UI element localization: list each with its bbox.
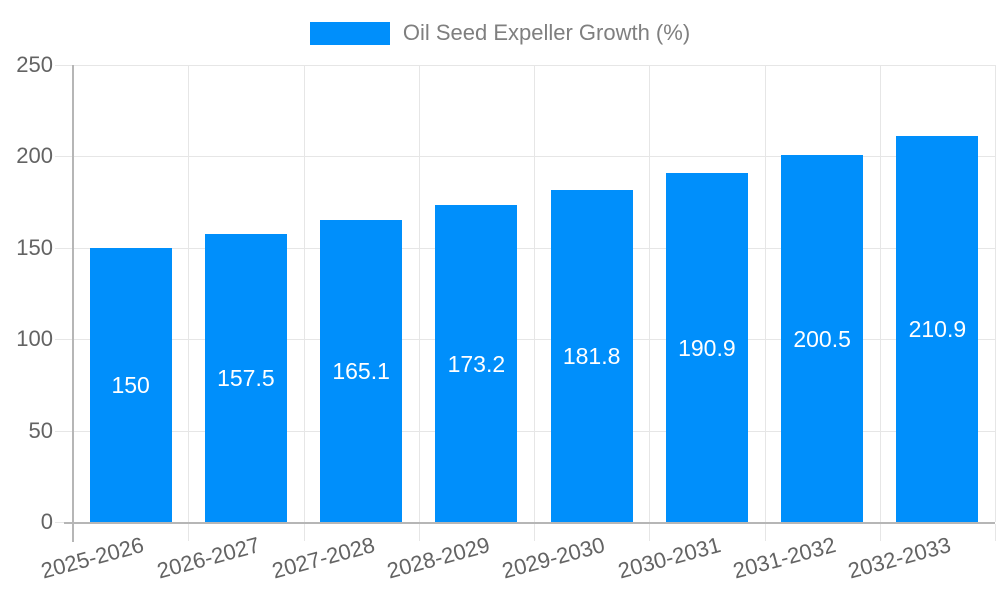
x-tick-label: 2025-2026 (38, 532, 147, 584)
bar-value-label: 200.5 (793, 325, 851, 352)
bar[interactable] (665, 173, 748, 522)
y-grid-line (55, 65, 995, 66)
y-tick-label: 150 (16, 234, 53, 260)
y-grid-line (55, 430, 995, 432)
bar-value-label: 173.2 (447, 350, 506, 377)
x-tick-label: 2032-2033 (845, 532, 954, 584)
x-grid-line (764, 65, 766, 522)
x-tick-label: 2026-2027 (153, 532, 263, 584)
x-tick (764, 524, 766, 541)
bar[interactable] (781, 155, 864, 522)
bar-value-label: 181.8 (562, 342, 621, 369)
legend: Oil Seed Expeller Growth (%) (0, 20, 1000, 46)
x-grid-line (188, 65, 190, 522)
x-tick (879, 524, 881, 541)
legend-item[interactable]: Oil Seed Expeller Growth (%) (309, 20, 691, 46)
x-tick-label: 2030-2031 (614, 532, 724, 584)
y-tick-label: 0 (40, 509, 53, 534)
bar-value-label: 165.1 (332, 358, 390, 385)
y-axis-line (72, 65, 74, 542)
x-grid-line (879, 65, 881, 522)
x-tick (649, 524, 651, 541)
y-tick-label: 50 (28, 417, 53, 443)
x-grid-line (418, 65, 420, 522)
x-tick (995, 524, 996, 541)
bar-value-label: 150 (111, 371, 150, 398)
x-tick-label: 2031-2032 (730, 532, 839, 584)
x-grid-line (303, 65, 305, 522)
bar[interactable] (204, 234, 287, 522)
legend-swatch (309, 21, 390, 45)
x-tick-label: 2028-2029 (384, 532, 493, 584)
x-axis-line (64, 522, 995, 524)
x-grid-line (534, 65, 535, 522)
y-tick-label: 200 (16, 143, 53, 169)
y-tick-label: 250 (16, 52, 53, 77)
x-tick-label: 2029-2030 (499, 532, 608, 584)
x-tick (534, 524, 535, 541)
x-tick (303, 524, 305, 541)
x-tick (418, 524, 420, 541)
x-tick (188, 524, 190, 541)
bar[interactable] (320, 220, 403, 522)
legend-label: Oil Seed Expeller Growth (%) (402, 20, 691, 45)
x-grid-line (649, 65, 651, 522)
y-tick-label: 100 (16, 326, 53, 352)
y-grid-line (55, 339, 995, 341)
y-grid-line (55, 247, 995, 249)
bar[interactable] (435, 205, 518, 522)
bar[interactable] (896, 136, 979, 522)
bar-value-label: 157.5 (217, 365, 275, 392)
y-grid-line (55, 156, 995, 158)
x-tick-label: 2027-2028 (269, 532, 378, 584)
bar[interactable] (89, 247, 172, 522)
bar[interactable] (550, 189, 633, 522)
bar-value-label: 210.9 (908, 316, 967, 343)
x-grid-line (995, 65, 996, 522)
bar-value-label: 190.9 (678, 334, 736, 361)
